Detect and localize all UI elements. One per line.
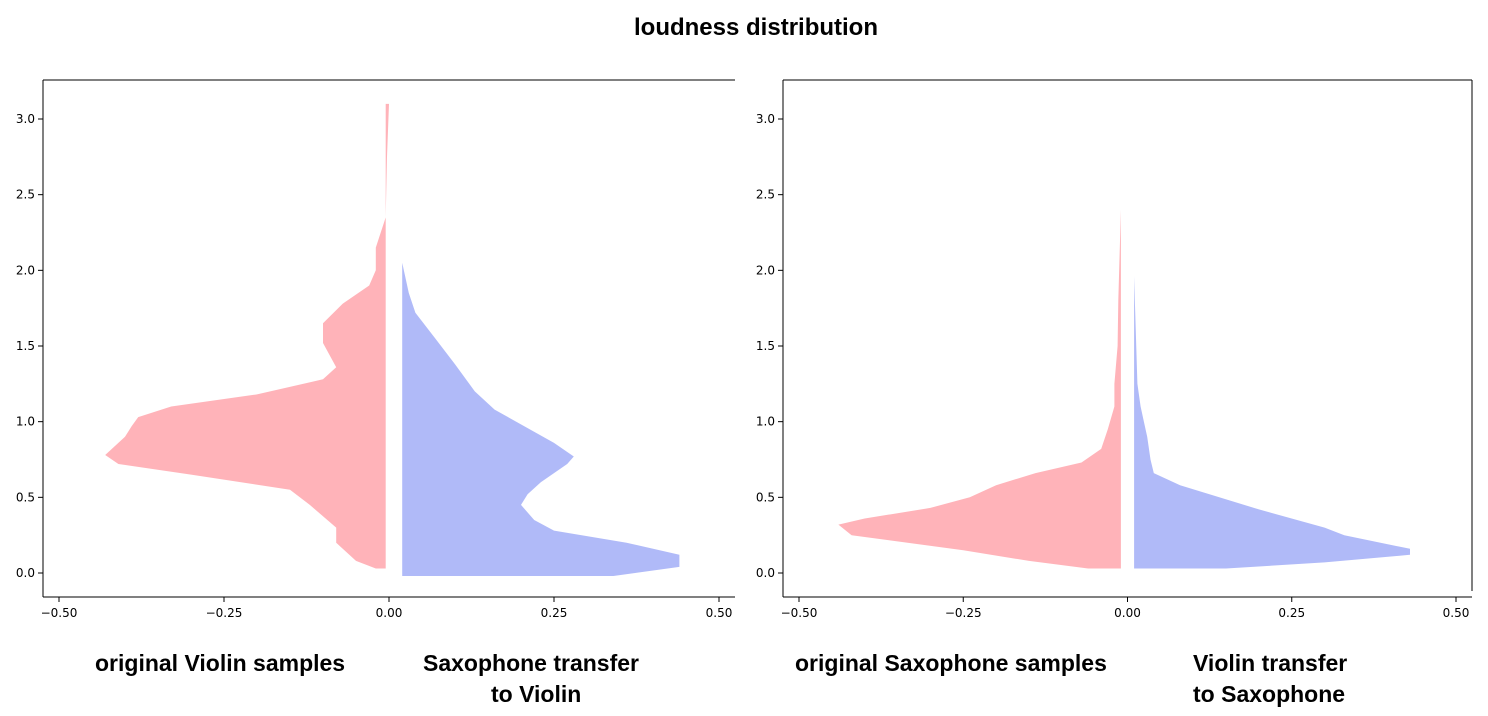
x-tick-label-1-3: 0.25 <box>541 606 568 620</box>
y-tick-label-2-4: 2.0 <box>756 263 775 277</box>
y-tick-label-2-1: 0.5 <box>756 490 775 504</box>
y-tick-label-1-4: 2.0 <box>16 263 35 277</box>
y-tick-label-1-5: 2.5 <box>16 188 35 202</box>
violin-right-panel-1 <box>402 103 680 577</box>
x-tick-label-1-4: 0.50 <box>706 606 733 620</box>
x-tick-label-2-4: 0.50 <box>1443 606 1470 620</box>
y-tick-label-1-6: 3.0 <box>16 112 35 126</box>
x-tick-label-2-1: −0.25 <box>945 606 982 620</box>
y-tick-label-2-0: 0.0 <box>756 566 775 580</box>
caption-right-1-line2: to Violin <box>491 681 582 707</box>
y-tick-label-1-2: 1.0 <box>16 415 35 429</box>
x-tick-label-2-2: 0.00 <box>1114 606 1141 620</box>
caption-right-2-line1: Violin transfer <box>1193 650 1348 676</box>
caption-left-1: original Violin samples <box>95 650 346 676</box>
y-tick-label-2-5: 2.5 <box>756 188 775 202</box>
y-tick-label-2-6: 3.0 <box>756 112 775 126</box>
y-tick-label-1-3: 1.5 <box>16 339 35 353</box>
violin-right-panel-2 <box>1134 276 1410 569</box>
x-tick-label-2-3: 0.25 <box>1278 606 1305 620</box>
caption-left-2: original Saxophone samples <box>795 650 1107 676</box>
y-tick-label-2-3: 1.5 <box>756 339 775 353</box>
caption-right-1-line1: Saxophone transfer <box>423 650 639 676</box>
y-tick-label-2-2: 1.0 <box>756 415 775 429</box>
x-tick-label-1-0: −0.50 <box>41 606 78 620</box>
x-tick-label-1-2: 0.00 <box>376 606 403 620</box>
violin-left-panel-2 <box>838 209 1121 569</box>
caption-right-2-line2: to Saxophone <box>1193 681 1346 707</box>
y-tick-label-1-0: 0.0 <box>16 566 35 580</box>
y-tick-label-1-1: 0.5 <box>16 490 35 504</box>
figure-title: loudness distribution <box>634 14 878 41</box>
x-tick-label-1-1: −0.25 <box>206 606 243 620</box>
x-tick-label-2-0: −0.50 <box>781 606 818 620</box>
violin-left-panel-1 <box>105 103 389 569</box>
